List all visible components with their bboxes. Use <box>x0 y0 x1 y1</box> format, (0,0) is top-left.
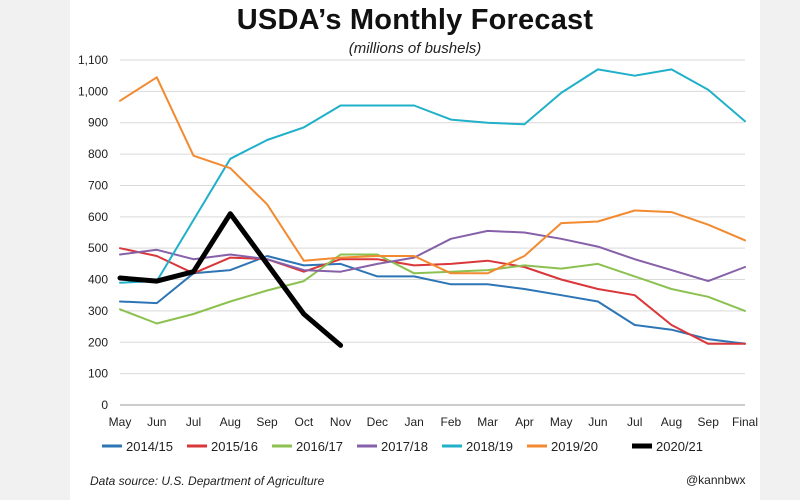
chart-title: USDA’s Monthly Forecast <box>236 4 594 36</box>
x-tick-label: Jun <box>147 415 166 429</box>
y-tick-label: 100 <box>88 367 108 381</box>
x-tick-label: Jul <box>627 415 642 429</box>
series-lines <box>117 68 746 348</box>
legend-label: 2019/20 <box>551 439 598 454</box>
x-tick-label: May <box>550 415 573 429</box>
y-tick-label: 0 <box>101 398 108 412</box>
series-line-2018-19 <box>119 68 746 284</box>
legend-label: 2017/18 <box>381 439 428 454</box>
legend: 2014/15 2015/16 2016/17 2017/18 2018/19 2019/… <box>102 439 703 454</box>
legend-label: 2016/17 <box>296 439 343 454</box>
x-tick-label: Feb <box>441 415 462 429</box>
x-axis: May Jun Jul Aug Sep Oct Nov Dec Jan Feb Mar Apr May J… <box>109 415 758 429</box>
series-line-2016-17 <box>119 253 746 325</box>
legend-label: 2014/15 <box>126 439 173 454</box>
y-tick-label: 400 <box>88 273 108 287</box>
y-axis: 0 100 200 300 400 500 600 700 800 900 1,000 1,100 <box>78 53 108 412</box>
x-tick-label: Jul <box>186 415 201 429</box>
series-line-2014-15 <box>119 255 746 345</box>
chart-subtitle: (millions of bushels) <box>348 40 482 57</box>
y-tick-label: 500 <box>88 241 108 255</box>
data-source-note: Data source: U.S. Department of Agricult… <box>90 474 325 488</box>
x-tick-label: Apr <box>515 415 534 429</box>
y-tick-label: 700 <box>88 178 108 192</box>
x-tick-label: Mar <box>477 415 498 429</box>
series-line-2019-20 <box>119 76 746 275</box>
legend-label: 2018/19 <box>466 439 513 454</box>
x-tick-label: May <box>109 415 132 429</box>
x-tick-label: Jan <box>404 415 423 429</box>
x-tick-label: Sep <box>256 415 278 429</box>
legend-label: 2015/16 <box>211 439 258 454</box>
y-tick-label: 1,100 <box>78 53 108 67</box>
series-line-2017-18 <box>119 229 746 283</box>
chart-card <box>70 0 760 500</box>
x-tick-label: Sep <box>698 415 720 429</box>
y-tick-label: 300 <box>88 304 108 318</box>
x-tick-label: Oct <box>294 415 313 429</box>
legend-label: 2020/21 <box>656 439 703 454</box>
x-tick-label: Dec <box>367 415 388 429</box>
x-tick-label: Aug <box>661 415 682 429</box>
author-handle: @kannbwx <box>686 473 746 487</box>
x-tick-label: Final <box>732 415 758 429</box>
y-tick-label: 600 <box>88 210 108 224</box>
x-tick-label: Nov <box>330 415 351 429</box>
x-tick-label: Jun <box>588 415 607 429</box>
y-tick-label: 800 <box>88 147 108 161</box>
series-line-2020-21 <box>117 211 344 348</box>
y-tick-label: 1,000 <box>78 84 108 98</box>
series-line-2015-16 <box>119 247 746 345</box>
y-tick-label: 200 <box>88 335 108 349</box>
y-tick-label: 900 <box>88 116 108 130</box>
x-tick-label: Aug <box>220 415 241 429</box>
